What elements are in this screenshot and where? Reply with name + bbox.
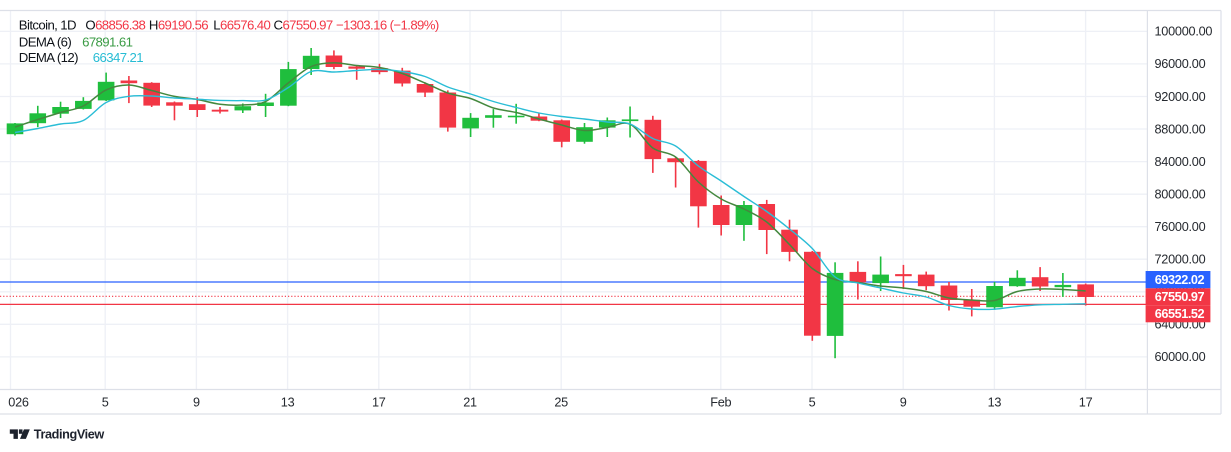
svg-text:66347.21: 66347.21 [93, 50, 143, 65]
svg-text:66551.52: 66551.52 [1155, 307, 1205, 321]
svg-text:25: 25 [554, 395, 568, 409]
svg-text:Bitcoin, 1D: Bitcoin, 1D [19, 18, 76, 33]
svg-text:DEMA (12): DEMA (12) [19, 50, 78, 65]
svg-text:026: 026 [8, 395, 29, 409]
svg-text:67550.97: 67550.97 [1155, 290, 1205, 304]
svg-text:72000.00: 72000.00 [1155, 253, 1206, 267]
svg-text:5: 5 [809, 395, 816, 409]
svg-text:O68856.38: O68856.38 [85, 18, 145, 33]
svg-text:−1303.16 (−1.89%): −1303.16 (−1.89%) [336, 18, 439, 33]
svg-text:88000.00: 88000.00 [1155, 122, 1206, 136]
svg-text:Feb: Feb [710, 395, 731, 409]
svg-text:21: 21 [463, 395, 477, 409]
svg-text:13: 13 [281, 395, 295, 409]
svg-text:TradingView: TradingView [34, 428, 105, 442]
svg-text:69322.02: 69322.02 [1155, 273, 1205, 287]
svg-text:H69190.56: H69190.56 [149, 18, 208, 33]
svg-text:76000.00: 76000.00 [1155, 220, 1206, 234]
svg-text:80000.00: 80000.00 [1155, 188, 1206, 202]
svg-text:92000.00: 92000.00 [1155, 90, 1206, 104]
svg-text:67891.61: 67891.61 [82, 35, 132, 50]
svg-text:DEMA (6): DEMA (6) [19, 35, 72, 50]
svg-text:17: 17 [372, 395, 386, 409]
svg-text:60000.00: 60000.00 [1155, 350, 1206, 364]
svg-text:96000.00: 96000.00 [1155, 57, 1206, 71]
svg-text:L66576.40: L66576.40 [213, 18, 270, 33]
svg-text:C67550.97: C67550.97 [274, 18, 333, 33]
svg-text:17: 17 [1079, 395, 1093, 409]
svg-text:100000.00: 100000.00 [1155, 25, 1213, 39]
svg-text:5: 5 [102, 395, 109, 409]
svg-text:9: 9 [193, 395, 200, 409]
svg-text:84000.00: 84000.00 [1155, 155, 1206, 169]
svg-text:9: 9 [900, 395, 907, 409]
svg-text:13: 13 [988, 395, 1002, 409]
